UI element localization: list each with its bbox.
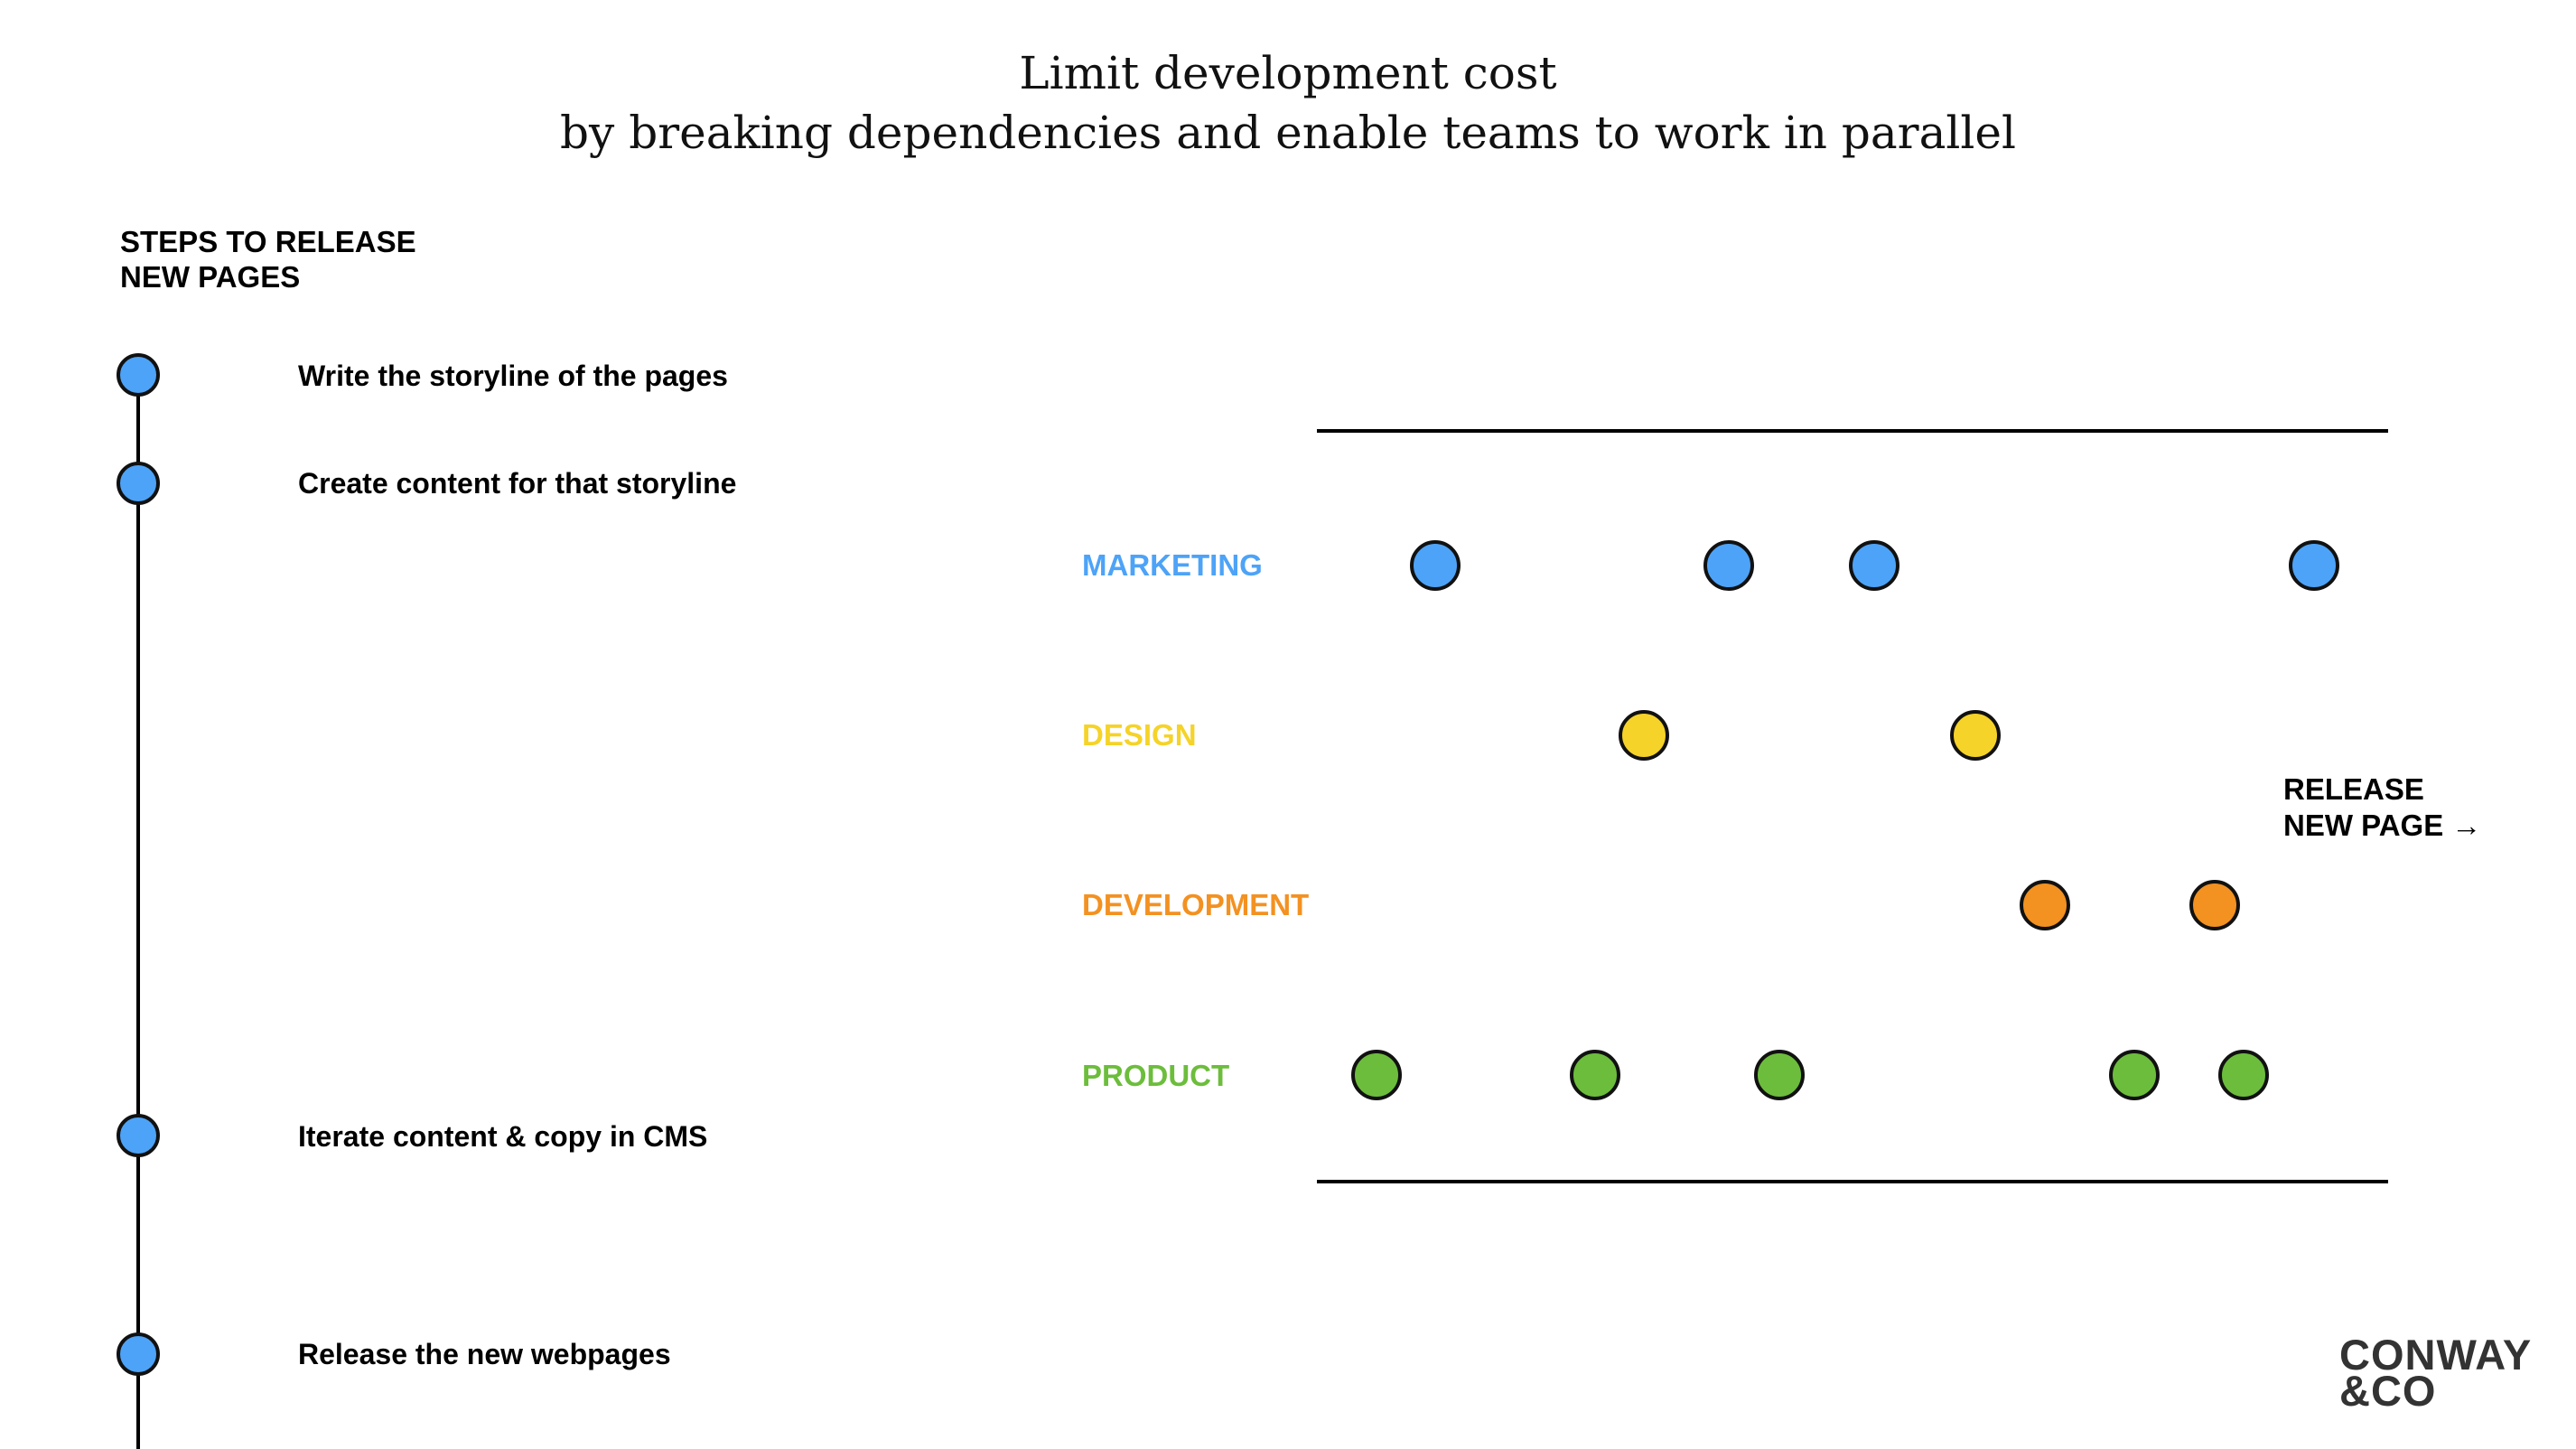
conway-co-logo: CONWAY &CO [2339, 1331, 2533, 1415]
step-dot-3 [117, 1114, 160, 1157]
marketing-task-dot [1703, 540, 1754, 591]
parallel-bottom-line [1317, 1180, 2388, 1183]
design-task-dot [1619, 710, 1669, 761]
steps-heading-line-2: NEW PAGES [120, 260, 301, 294]
step-label-3: Iterate content & copy in CMS [298, 1120, 708, 1153]
parallel-top-line [1317, 429, 2388, 433]
step-dot-2 [117, 462, 160, 505]
development-task-dot [2020, 880, 2070, 930]
step-dot-1 [117, 353, 160, 397]
product-task-dot [1351, 1050, 1402, 1100]
marketing-task-dot [1410, 540, 1461, 591]
design-task-dot [1950, 710, 2001, 761]
release-label-line-1: RELEASE [2283, 772, 2424, 806]
team-label-design: DESIGN [1082, 718, 1197, 752]
marketing-task-dot [2289, 540, 2339, 591]
step-label-1: Write the storyline of the pages [298, 360, 728, 392]
product-task-dot [2218, 1050, 2269, 1100]
product-task-dot [2109, 1050, 2160, 1100]
step-label-2: Create content for that storyline [298, 467, 737, 500]
steps-heading-line-1: STEPS TO RELEASE [120, 225, 416, 258]
product-task-dot [1754, 1050, 1805, 1100]
logo-line-2: &CO [2339, 1367, 2437, 1415]
team-label-product: PRODUCT [1082, 1059, 1230, 1092]
step-label-4: Release the new webpages [298, 1338, 671, 1370]
release-new-page-label: RELEASE NEW PAGE → [2283, 771, 2481, 844]
development-task-dot [2189, 880, 2240, 930]
steps-heading: STEPS TO RELEASE NEW PAGES [120, 224, 416, 294]
product-task-dot [1570, 1050, 1620, 1100]
team-label-marketing: MARKETING [1082, 548, 1263, 582]
logo-line-1: CONWAY [2339, 1331, 2533, 1379]
release-label-line-2: NEW PAGE → [2283, 809, 2482, 842]
step-dot-4 [117, 1332, 160, 1376]
marketing-task-dot [1849, 540, 1899, 591]
slide-title: Limit development cost [1019, 47, 1557, 99]
steps-timeline-line [136, 374, 140, 1449]
team-label-development: DEVELOPMENT [1082, 888, 1310, 921]
slide-subtitle: by breaking dependencies and enable team… [560, 107, 2016, 159]
